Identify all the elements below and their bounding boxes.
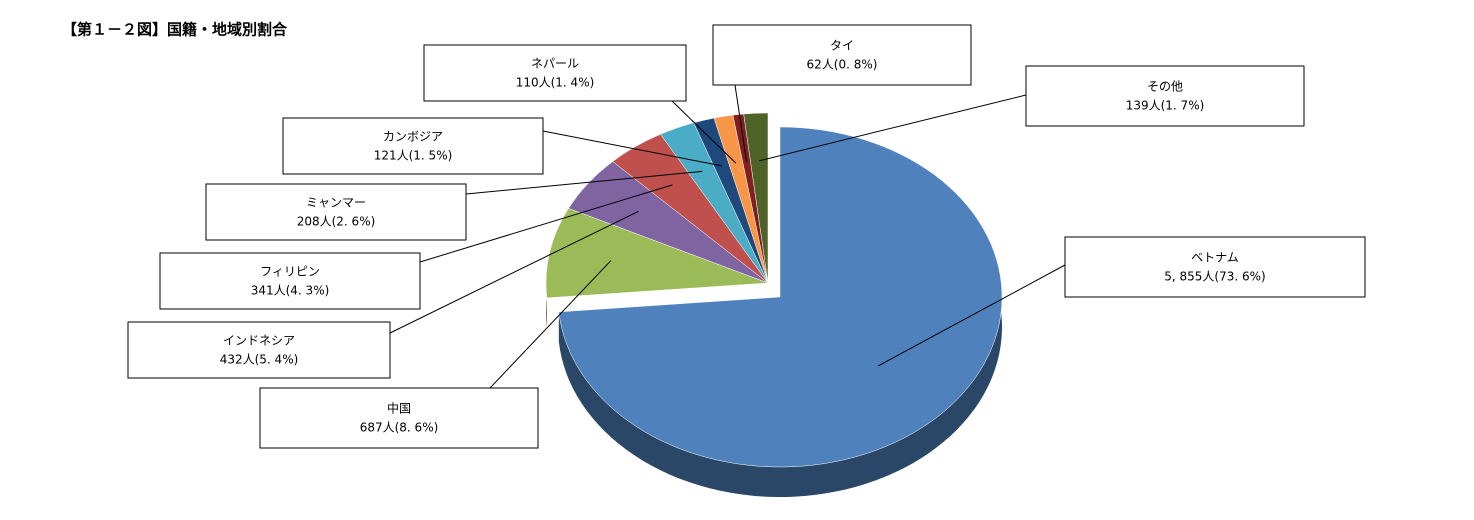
pie-slice (558, 126, 1003, 468)
label-value: 432人(5. 4%) (220, 353, 299, 367)
pie-slice (743, 112, 769, 284)
label-name: ミャンマー (306, 196, 366, 210)
label-box (259, 387, 539, 449)
label-box (205, 183, 467, 241)
label-value: 687人(8. 6%) (360, 421, 439, 435)
pie-slice (545, 208, 769, 299)
label-value: 62人(0. 8%) (807, 58, 878, 72)
label-name: ネパール (531, 57, 579, 71)
label-value: 5, 855人(73. 6%) (1164, 270, 1265, 284)
label-name: タイ (830, 39, 854, 53)
leader-line (465, 170, 703, 195)
leader-line (759, 94, 1027, 162)
label-name: ベトナム (1191, 251, 1239, 265)
label-box (1064, 236, 1366, 298)
label-box (1025, 65, 1305, 127)
label-box (423, 44, 687, 102)
leader-line (734, 84, 748, 162)
label-value: 121人(1. 5%) (374, 149, 453, 163)
label-name: インドネシア (223, 334, 295, 348)
leader-line (419, 184, 673, 263)
label-value: 139人(1. 7%) (1126, 99, 1205, 113)
leader-line (489, 260, 612, 389)
label-name: フィリピン (260, 265, 320, 279)
chart-title: 【第１－２図】国籍・地域別割合 (62, 21, 288, 39)
leader-line (877, 264, 1066, 367)
label-value: 208人(2. 6%) (297, 215, 376, 229)
label-box (712, 24, 972, 86)
leader-line (389, 210, 639, 334)
label-box (159, 252, 421, 310)
label-name: カンボジア (383, 130, 443, 144)
label-name: 中国 (387, 401, 411, 416)
label-name: その他 (1147, 80, 1183, 94)
leader-line (542, 130, 722, 167)
label-value: 341人(4. 3%) (251, 284, 330, 298)
label-box (282, 117, 544, 175)
leader-line (671, 100, 737, 164)
label-box (127, 321, 391, 379)
label-value: 110人(1. 4%) (516, 76, 595, 90)
